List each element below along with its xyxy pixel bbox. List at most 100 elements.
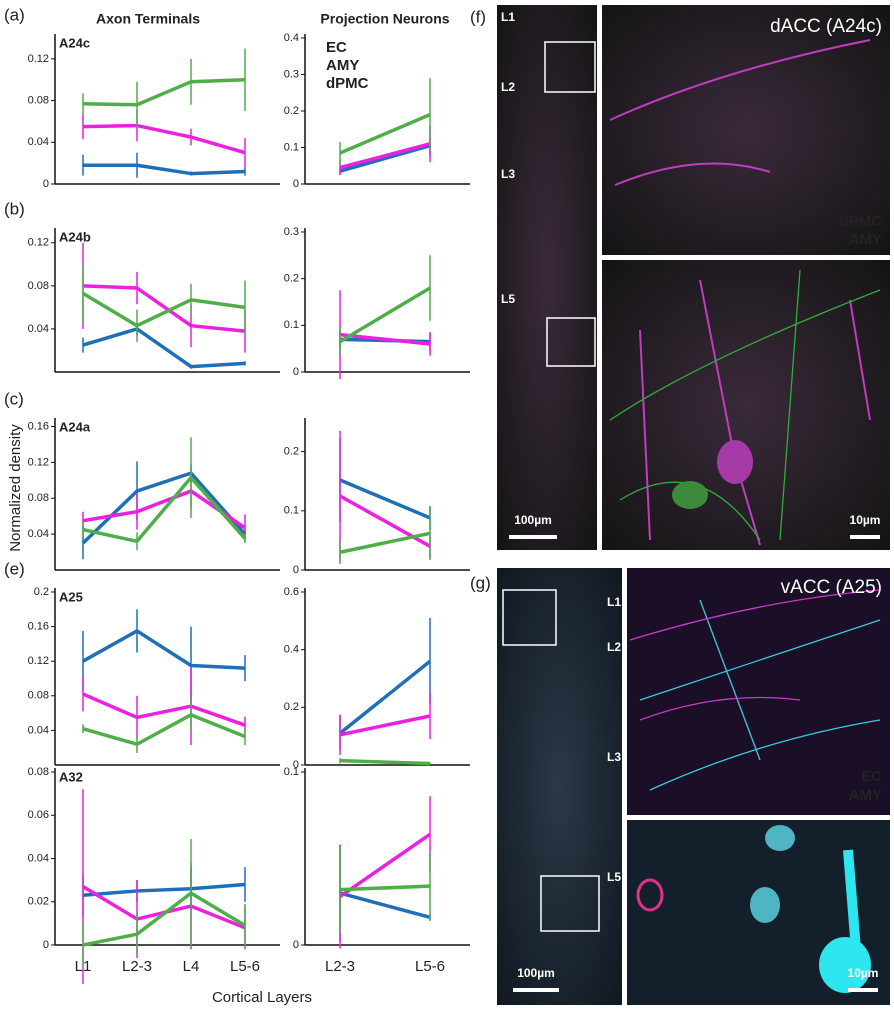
y-tick-label: 0.02 (28, 896, 49, 908)
series-line (339, 832, 431, 898)
right-header: Projection Neurons (320, 11, 449, 27)
inset-box (544, 41, 596, 93)
y-tick-label: 0.04 (28, 323, 49, 335)
neurite (609, 39, 871, 546)
series-line (339, 891, 431, 920)
layer-label: L3 (607, 750, 621, 764)
micrograph (497, 5, 597, 550)
layer-label: L3 (501, 167, 515, 181)
series-line (338, 659, 432, 735)
soma (717, 440, 753, 484)
region-title: dACC (A24c) (770, 16, 882, 37)
y-tick-label: 0.12 (28, 53, 49, 65)
soma (636, 878, 664, 912)
layer-label: L1 (607, 595, 621, 609)
y-tick-label: 0.2 (284, 701, 299, 713)
y-tick-label: 0.16 (28, 420, 49, 432)
y-tick-label: 0 (43, 178, 49, 190)
micrograph (497, 568, 622, 1005)
layer-label: L1 (501, 10, 515, 24)
y-tick-label: 0.12 (28, 456, 49, 468)
y-tick-label: 0.3 (284, 68, 299, 80)
scale-bar (513, 988, 559, 992)
inset-box (540, 875, 600, 932)
y-tick-label: 0.08 (28, 94, 49, 106)
soma (765, 825, 795, 851)
panel-letter: (g) (470, 573, 491, 592)
series-line (82, 291, 246, 328)
y-tick-label: 0.08 (28, 690, 49, 702)
y-tick-label: 0.4 (284, 644, 299, 656)
series-line (82, 713, 246, 746)
image-panel-g: (g) L1 L2 L3 L5 100µm vACC (A25) EC AMY … (470, 568, 890, 1005)
layer-label: L5 (501, 292, 515, 306)
y-tick-label: 0.04 (28, 136, 49, 148)
legend-entry: EC (326, 39, 347, 56)
series-line (82, 123, 246, 155)
x-tick-label: L2-3 (325, 958, 355, 975)
scale-label: 100µm (514, 513, 552, 527)
neurite (843, 849, 861, 951)
scale-label: 10µm (850, 513, 881, 527)
chart-title: A32 (59, 769, 83, 784)
legend-entry: AMY (326, 57, 359, 74)
series-line (82, 327, 246, 369)
region-title: vACC (A25) (781, 577, 882, 598)
y-tick-label: 0.12 (28, 655, 49, 667)
chart-title: A24c (59, 35, 90, 50)
series-line (339, 884, 431, 892)
inset-box (546, 317, 596, 367)
series-line (339, 332, 431, 346)
y-tick-label: 0.04 (28, 852, 49, 864)
y-tick-label: 0.2 (284, 446, 299, 458)
layer-label: L2 (607, 640, 621, 654)
x-axis-label: Cortical Layers (212, 989, 312, 1006)
y-tick-label: 0 (293, 759, 299, 771)
y-tick-label: 0.16 (28, 621, 49, 633)
stain-label: AMY (849, 231, 882, 248)
y-tick-label: 0.2 (284, 273, 299, 285)
chart-title: A24a (59, 419, 91, 434)
y-tick-label: 0 (43, 939, 49, 951)
series-line (339, 478, 431, 520)
neurite (629, 589, 881, 721)
series-line (82, 882, 246, 898)
scale-label: 10µm (848, 966, 879, 980)
y-tick-label: 0.1 (284, 141, 299, 153)
scale-bar (850, 535, 880, 539)
series-line (82, 891, 246, 947)
y-tick-label: 0.1 (284, 766, 299, 778)
chart-title: A24b (59, 229, 91, 244)
panel-letter: (c) (4, 389, 24, 408)
panel-letter: (b) (4, 199, 25, 218)
series-line (339, 714, 431, 737)
y-tick-label: 0.4 (284, 32, 299, 44)
stain-label: AMY (849, 787, 882, 804)
micrograph (602, 260, 890, 550)
y-tick-label: 0.08 (28, 280, 49, 292)
series-line (83, 163, 246, 176)
y-tick-label: 0.04 (28, 724, 49, 736)
y-tick-label: 0.6 (284, 586, 299, 598)
legend-entry: dPMC (326, 75, 369, 92)
series-line (339, 143, 431, 173)
y-tick-label: 0.08 (28, 766, 49, 778)
scale-label: 100µm (517, 966, 555, 980)
left-header: Axon Terminals (96, 11, 200, 27)
series-line (339, 494, 431, 548)
layer-label: L2 (501, 80, 515, 94)
stain-label: dPMC (840, 213, 883, 230)
panel-letter: (a) (4, 5, 25, 24)
scale-bar (509, 535, 557, 539)
series-line (339, 142, 431, 170)
series-line (82, 284, 246, 333)
y-tick-label: 0.2 (284, 105, 299, 117)
y-axis-label: Normalized density (7, 424, 24, 552)
y-tick-label: 0.08 (28, 492, 49, 504)
image-panel-f: (f) L1 L2 L3 L5 100µm dACC (A24c) dPMC A… (470, 5, 890, 550)
y-tick-label: 0 (293, 178, 299, 190)
y-tick-label: 0.1 (284, 319, 299, 331)
y-tick-label: 0 (293, 564, 299, 576)
inset-box (502, 589, 557, 646)
